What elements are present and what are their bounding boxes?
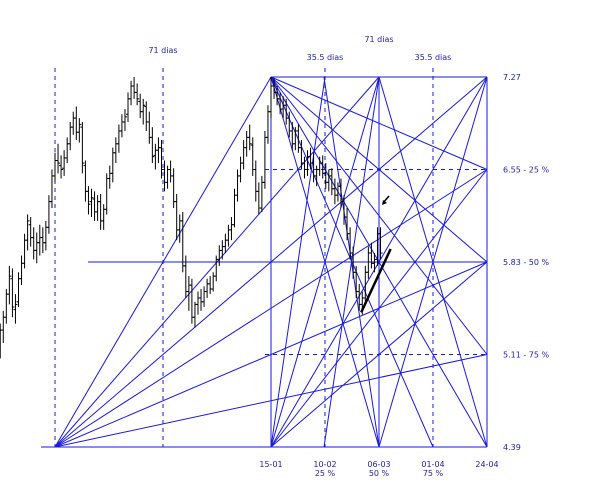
fan-high-line <box>270 76 488 263</box>
grid-frame <box>41 68 488 448</box>
fan-corner-line <box>270 76 326 448</box>
fan-low-line <box>54 169 488 448</box>
x-pct-label: 25 % <box>315 469 336 478</box>
fan-corner-line <box>270 261 488 448</box>
y-level-label: 5.11 - 75 % <box>503 351 550 360</box>
x-date-label: 10-02 <box>313 460 336 469</box>
arrow-icon-head <box>382 200 387 206</box>
x-date-label: 06-03 <box>367 460 390 469</box>
fan-low-line <box>54 354 488 448</box>
gann-fan-lines <box>54 76 488 448</box>
fan-low-line <box>54 76 380 448</box>
price-bars <box>0 77 383 359</box>
period-label: 71 dias <box>364 35 393 44</box>
x-date-label: 01-04 <box>421 460 444 469</box>
period-label: 35.5 dias <box>307 53 344 62</box>
fan-high-line <box>270 76 488 355</box>
fan-corner-line <box>270 76 488 448</box>
fan-mid-line <box>323 76 380 448</box>
trend-line <box>360 248 392 313</box>
x-date-label: 15-01 <box>259 460 282 469</box>
period-label: 71 dias <box>148 46 177 55</box>
annotations <box>360 195 392 313</box>
fan-high-line <box>270 76 488 170</box>
fan-mid-line <box>378 76 488 448</box>
y-level-label: 5.83 - 50 % <box>503 258 550 267</box>
x-date-label: 24-04 <box>475 460 498 469</box>
fan-low-line <box>54 76 272 448</box>
fan-corner-line <box>270 76 380 448</box>
y-level-label: 6.55 - 25 % <box>503 166 550 175</box>
fan-corner-line <box>270 169 488 448</box>
x-pct-label: 75 % <box>423 469 444 478</box>
y-level-label: 7.27 <box>503 73 521 82</box>
period-label: 35.5 dias <box>415 53 452 62</box>
y-level-label: 4.39 <box>503 443 521 452</box>
x-pct-label: 50 % <box>369 469 390 478</box>
chart-labels: 71 dias 71 dias 35.5 dias 35.5 dias 15-01 10-… <box>148 35 549 478</box>
fan-low-line <box>54 261 488 448</box>
